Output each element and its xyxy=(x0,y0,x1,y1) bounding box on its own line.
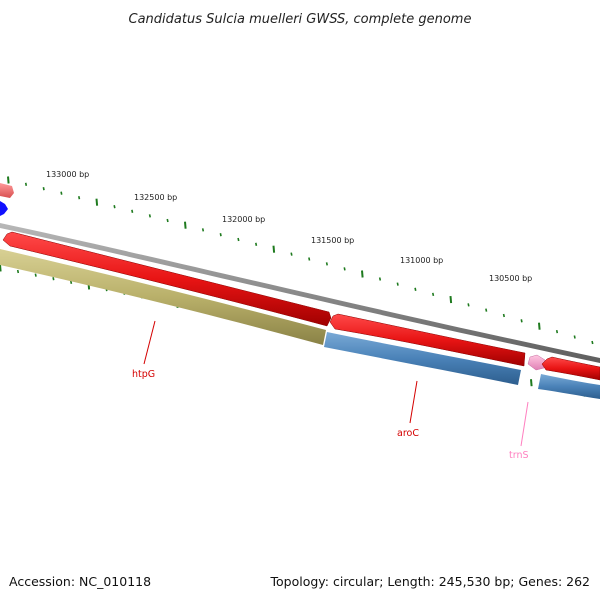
outer-scale-minor-tick xyxy=(24,182,28,186)
genome-summary: Topology: circular; Length: 245,530 bp; … xyxy=(270,574,591,589)
gene-label-htpG: htpG xyxy=(132,369,155,380)
outer-scale-major-tick xyxy=(449,296,453,304)
outer-scale-major-tick xyxy=(538,322,541,330)
partial-feature-salmon xyxy=(0,183,14,198)
gene-label-trnS: trnS xyxy=(509,450,529,461)
partial-feature-blue-marker xyxy=(0,201,8,216)
outer-scale-minor-tick xyxy=(148,214,151,218)
outer-scale-minor-tick xyxy=(255,242,258,246)
outer-scale-minor-tick xyxy=(414,287,417,291)
scale-label-131500: 131500 bp xyxy=(311,236,354,245)
outer-scale-minor-tick xyxy=(131,209,134,213)
outer-scale-minor-tick xyxy=(502,313,505,318)
outer-scale-minor-tick xyxy=(166,218,169,223)
outer-scale-minor-tick xyxy=(308,257,311,261)
outer-scale-track: 133000 bp 132500 bp 132000 bp 131500 bp … xyxy=(7,170,594,345)
outer-scale-minor-tick xyxy=(42,187,45,191)
gene-partial-right-arrow[interactable] xyxy=(541,356,600,381)
scale-label-133000: 133000 bp xyxy=(46,170,89,179)
outer-scale-minor-tick xyxy=(201,228,205,232)
outer-scale-minor-tick xyxy=(78,196,81,200)
aroC-callout-line xyxy=(409,380,418,424)
gene-aroC-arrow[interactable] xyxy=(329,313,526,367)
scale-label-132500: 132500 bp xyxy=(134,193,177,202)
scale-label-131000: 131000 bp xyxy=(400,256,443,265)
gene-label-aroC: aroC xyxy=(397,428,419,439)
scale-label-132000: 132000 bp xyxy=(222,215,265,224)
htpG-callout-line xyxy=(143,320,156,365)
outer-scale-major-tick xyxy=(7,176,10,184)
outer-scale-major-tick xyxy=(95,198,99,206)
accession-label: Accession: NC_010118 xyxy=(9,574,151,589)
inner-scale-minor-tick xyxy=(70,280,73,284)
outer-scale-minor-tick xyxy=(573,335,576,339)
outer-scale-minor-tick xyxy=(520,319,523,323)
outer-scale-minor-tick xyxy=(467,303,470,307)
gene-blue-block-right[interactable] xyxy=(538,374,600,399)
outer-scale-minor-tick xyxy=(378,277,382,281)
gene-label-trnS-group: trnS xyxy=(509,401,529,461)
inner-scale-minor-tick xyxy=(52,277,55,281)
outer-scale-minor-tick xyxy=(555,329,559,334)
outer-scale-major-tick xyxy=(272,245,276,253)
outer-scale-minor-tick xyxy=(325,262,328,266)
inner-scale-major-tick xyxy=(530,379,533,387)
outer-scale-major-tick xyxy=(184,221,187,229)
inner-scale-minor-tick xyxy=(16,269,20,274)
outer-scale-minor-tick xyxy=(60,191,63,195)
outer-scale-minor-tick xyxy=(343,267,346,271)
outer-scale-major-tick xyxy=(361,270,364,278)
outer-scale-minor-tick xyxy=(591,340,594,345)
gene-olive-block[interactable] xyxy=(0,249,326,345)
outer-scale-ticks xyxy=(7,176,594,345)
outer-scale-minor-tick xyxy=(219,233,222,237)
outer-scale-minor-tick xyxy=(290,252,293,256)
gene-blue-block[interactable] xyxy=(324,332,521,385)
genome-backbone xyxy=(0,223,600,363)
scale-label-130500: 130500 bp xyxy=(489,274,532,283)
outer-scale-minor-tick xyxy=(237,237,240,242)
gene-htpG-arrow[interactable] xyxy=(2,231,332,327)
inner-scale-major-tick xyxy=(0,264,2,272)
trnS-callout-line xyxy=(520,401,529,447)
outer-scale-minor-tick xyxy=(396,282,399,286)
outer-scale-minor-tick xyxy=(432,292,435,297)
gene-trnS-arrow[interactable] xyxy=(527,354,546,371)
outer-scale-minor-tick xyxy=(113,205,116,209)
map-title: Candidatus Sulcia muelleri GWSS, complet… xyxy=(129,12,472,27)
gene-label-aroC-group: aroC xyxy=(397,380,419,439)
inner-scale-minor-tick xyxy=(34,273,37,277)
outer-scale-minor-tick xyxy=(485,308,488,312)
gene-label-htpG-group: htpG xyxy=(132,320,156,380)
